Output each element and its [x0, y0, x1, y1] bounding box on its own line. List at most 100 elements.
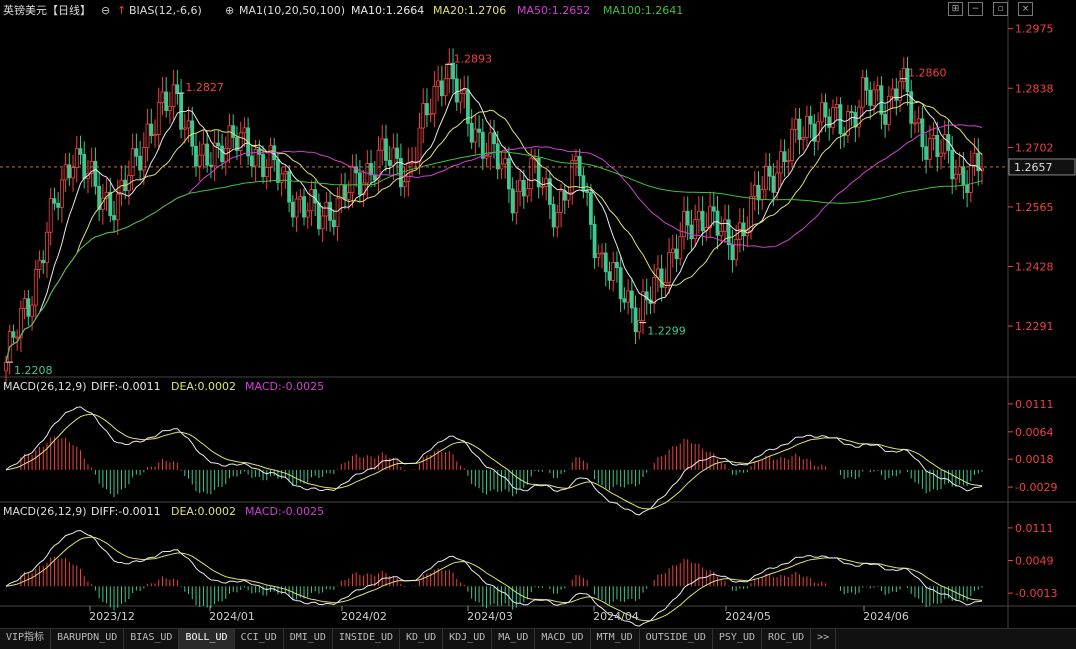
indicator-tab[interactable]: MACD_UD [535, 629, 591, 649]
candle-body [566, 192, 571, 201]
candle-body [141, 147, 146, 171]
candle-body [827, 116, 832, 128]
candle-body [369, 162, 373, 176]
indicator-tab[interactable]: MA_UD [492, 629, 536, 649]
macd-value-label: MACD:-0.0025 [245, 505, 324, 518]
close-icon[interactable]: × [1018, 2, 1033, 16]
candle-body [108, 191, 113, 216]
ma50-label: MA50:1.2652 [517, 4, 590, 17]
candle-body [473, 128, 478, 143]
indicator-tab[interactable]: BARUPDN_UD [51, 629, 125, 649]
indicator-tab[interactable]: VIP指标 [0, 629, 52, 649]
candle-body [913, 122, 917, 125]
candle-body [112, 215, 116, 221]
candle-body [264, 166, 269, 178]
candle-body [4, 361, 8, 372]
macd-dea-line [5, 413, 983, 510]
candle-body [153, 134, 157, 137]
candle-body [302, 196, 306, 218]
macd-y-tick-label: 0.0049 [1015, 555, 1054, 568]
candle-body [831, 107, 835, 128]
candle-body [78, 148, 83, 155]
candle-body [339, 184, 344, 199]
candle-body [685, 210, 690, 226]
candle-body [11, 331, 16, 338]
indicator-tab[interactable]: ROC_UD [762, 629, 812, 649]
candle-body [26, 298, 31, 317]
candle-body [801, 137, 806, 140]
candle-body [417, 127, 422, 163]
candle-body [544, 178, 549, 187]
candle-body [767, 165, 772, 177]
indicator-tab[interactable]: OUTSIDE_UD [640, 629, 713, 649]
candle-body [965, 184, 969, 193]
macd-diff-line [5, 406, 983, 516]
candle-body [644, 291, 649, 301]
candle-body [585, 190, 590, 193]
candle-body [469, 122, 474, 143]
indicator-tab[interactable]: KDJ_UD [443, 629, 493, 649]
candle-body [652, 277, 657, 304]
candle-body [972, 152, 977, 166]
candle-body [659, 268, 664, 288]
macd-value-label: MACD:-0.0025 [245, 380, 324, 393]
macd-y-tick-label: 0.0018 [1015, 453, 1054, 466]
candle-body [562, 190, 567, 201]
indicator-tab[interactable]: CCI_UD [235, 629, 284, 649]
candle-body [898, 80, 902, 101]
candle-body [343, 184, 347, 200]
candle-body [235, 137, 239, 151]
minimize-icon[interactable]: − [968, 2, 983, 16]
candle-body [138, 155, 143, 171]
candle-body [119, 179, 124, 195]
candle-body [71, 167, 75, 179]
indicator-tab[interactable]: PSY_UD [713, 629, 762, 649]
indicator-tab[interactable]: MTM_UD [591, 629, 640, 649]
bias-up-icon: ↑ [117, 4, 126, 17]
indicator-tab[interactable]: KD_UD [400, 629, 444, 649]
extreme-label: 1.2827 [185, 81, 224, 94]
candle-body [916, 118, 921, 124]
candle-body [588, 192, 593, 225]
candle-body [149, 123, 154, 137]
candle-body [570, 160, 575, 194]
candle-body [238, 132, 243, 151]
macd-histogram [20, 556, 983, 611]
candle-body [883, 113, 888, 125]
candle-body [59, 179, 64, 208]
candle-body [432, 85, 437, 115]
indicator-tab[interactable]: BIAS_UD [124, 629, 180, 649]
candle-body [957, 166, 962, 175]
candle-body [328, 201, 332, 221]
candle-body [674, 248, 679, 260]
candle-body [436, 80, 441, 87]
candle-body [782, 151, 787, 163]
candle-body [559, 190, 563, 213]
candle-body [324, 201, 329, 217]
candle-body [752, 184, 757, 197]
candle-body [741, 222, 746, 237]
candle-body [607, 271, 612, 281]
macd-dea-label: DEA:0.0002 [171, 505, 236, 518]
layout-icon[interactable]: ⊞ [948, 2, 963, 16]
candle-body [696, 210, 701, 221]
candle-body [33, 269, 38, 306]
y-tick-label: 1.2702 [1015, 141, 1054, 154]
candle-body [421, 103, 426, 129]
indicator-tab[interactable]: INSIDE_UD [333, 629, 401, 649]
candle-body [428, 113, 433, 116]
symbol-title: 英镑美元【日线】 [3, 3, 91, 17]
candle-body [875, 85, 880, 91]
macd-diff-label: DIFF:-0.0011 [91, 380, 161, 393]
candle-body [853, 112, 858, 128]
candle-body [346, 192, 351, 200]
extreme-label: 1.2299 [647, 325, 686, 338]
candle-body [864, 77, 869, 91]
indicator-tab[interactable]: >> [811, 629, 837, 649]
macd-histogram [20, 436, 983, 498]
indicator-tab[interactable]: BOLL_UD [179, 629, 235, 649]
macd-y-tick-label: 0.0064 [1015, 426, 1054, 439]
indicator-tab[interactable]: DMI_UD [284, 629, 333, 649]
restore-icon[interactable]: ▫ [993, 2, 1008, 16]
candle-body [309, 189, 314, 212]
